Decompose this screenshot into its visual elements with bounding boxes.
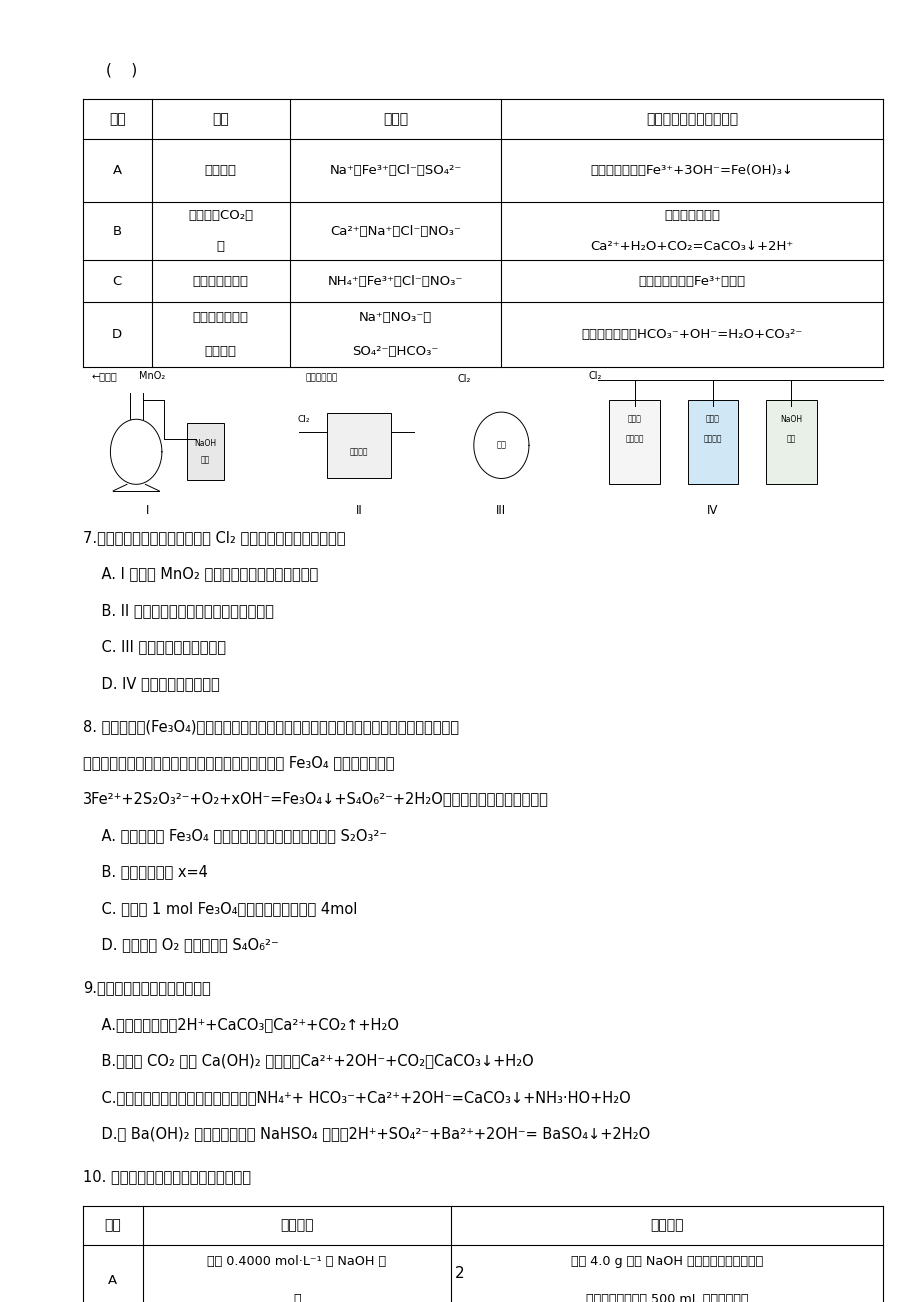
Text: D: D <box>112 328 122 341</box>
Text: 配制 0.4000 mol·L⁻¹ 的 NaOH 溶: 配制 0.4000 mol·L⁻¹ 的 NaOH 溶 <box>207 1255 386 1268</box>
Text: 7.某同学用以上装置制备并检验 Cl₂ 的性质。下列说法正确的是: 7.某同学用以上装置制备并检验 Cl₂ 的性质。下列说法正确的是 <box>83 530 345 546</box>
Text: 湿润的: 湿润的 <box>705 415 720 423</box>
Bar <box>187 423 223 480</box>
Text: ←液盐酸: ←液盐酸 <box>92 371 118 381</box>
Text: SO₄²⁻、HCO₃⁻: SO₄²⁻、HCO₃⁻ <box>352 345 438 358</box>
Bar <box>608 400 660 484</box>
Text: 新制氯水: 新制氯水 <box>349 448 368 456</box>
Text: Cl₂: Cl₂ <box>458 374 471 384</box>
Text: 澄清透明的溶液: 澄清透明的溶液 <box>193 275 248 288</box>
Text: 2: 2 <box>455 1266 464 1281</box>
Text: 有色布条: 有色布条 <box>625 435 643 443</box>
Text: 不能大量共存，HCO₃⁻+OH⁻=H₂O+CO₃²⁻: 不能大量共存，HCO₃⁻+OH⁻=H₂O+CO₃²⁻ <box>581 328 802 341</box>
Bar <box>326 413 391 478</box>
Text: (    ): ( ) <box>106 62 137 78</box>
Text: 选项: 选项 <box>108 112 126 126</box>
Text: Cl₂: Cl₂ <box>297 415 310 423</box>
Text: Cl₂: Cl₂ <box>588 371 602 381</box>
Text: 溶液: 溶液 <box>786 435 795 443</box>
Text: C. 每生成 1 mol Fe₃O₄，反应转移的电子为 4mol: C. 每生成 1 mol Fe₃O₄，反应转移的电子为 4mol <box>83 901 357 917</box>
Text: C: C <box>112 275 122 288</box>
Text: 不能大量共存，: 不能大量共存， <box>664 210 720 223</box>
Text: A: A <box>108 1275 117 1286</box>
Text: A: A <box>113 164 121 177</box>
Text: NaOH: NaOH <box>779 415 801 423</box>
Text: 使酚酞显较深红: 使酚酞显较深红 <box>193 311 248 324</box>
Text: C.碳酸氢铵溶液中加足量澄清石灰水：NH₄⁺+ HCO₃⁻+Ca²⁺+2OH⁻=CaCO₃↓+NH₃·HO+H₂O: C.碳酸氢铵溶液中加足量澄清石灰水：NH₄⁺+ HCO₃⁻+Ca²⁺+2OH⁻=… <box>83 1090 630 1105</box>
Text: NH₄⁺、Fe³⁺、Cl⁻、NO₃⁻: NH₄⁺、Fe³⁺、Cl⁻、NO₃⁻ <box>327 275 463 288</box>
Text: B. II 图：证明新制氯水具有酸性和漂白性: B. II 图：证明新制氯水具有酸性和漂白性 <box>83 603 273 618</box>
Text: 滴加氨水: 滴加氨水 <box>205 164 236 177</box>
Text: B: B <box>113 225 121 237</box>
Text: 体: 体 <box>217 240 224 253</box>
Text: Ca²⁺、Na⁺、Cl⁻、NO₃⁻: Ca²⁺、Na⁺、Cl⁻、NO₃⁻ <box>330 225 460 237</box>
Text: D. IV 图：有色布条均褪色: D. IV 图：有色布条均褪色 <box>83 676 220 691</box>
Text: 色的溶液: 色的溶液 <box>205 345 236 358</box>
Text: 编号: 编号 <box>104 1219 121 1232</box>
Text: 不能大量共存，Fe³⁺+3OH⁻=Fe(OH)₃↓: 不能大量共存，Fe³⁺+3OH⁻=Fe(OH)₃↓ <box>590 164 793 177</box>
Bar <box>687 400 738 484</box>
Text: Ca²⁺+H₂O+CO₂=CaCO₃↓+2H⁺: Ca²⁺+H₂O+CO₂=CaCO₃↓+2H⁺ <box>590 240 793 253</box>
Bar <box>766 400 816 484</box>
Text: 馏水溶解，转移至 500 mL 容量瓶中定容: 馏水溶解，转移至 500 mL 容量瓶中定容 <box>585 1293 747 1302</box>
Text: 判断及反应的离子方程式: 判断及反应的离子方程式 <box>645 112 738 126</box>
Text: A. 水热法制备 Fe₃O₄ 纳米颗粒的反应中，还原剂就是 S₂O₃²⁻: A. 水热法制备 Fe₃O₄ 纳米颗粒的反应中，还原剂就是 S₂O₃²⁻ <box>83 828 387 844</box>
Text: 条件: 条件 <box>212 112 229 126</box>
Text: 通入少量CO₂气: 通入少量CO₂气 <box>188 210 253 223</box>
Text: II: II <box>355 504 362 517</box>
Text: 液: 液 <box>292 1293 301 1302</box>
Text: B. 离子方程式中 x=4: B. 离子方程式中 x=4 <box>83 865 208 880</box>
Text: 3Fe²⁺+2S₂O₃²⁻+O₂+xOH⁻=Fe₃O₄↓+S₄O₆²⁻+2H₂O。下列问题叙述不正确的是: 3Fe²⁺+2S₂O₃²⁻+O₂+xOH⁻=Fe₃O₄↓+S₄O₆²⁻+2H₂O… <box>83 792 548 807</box>
Text: C. III 图：产生了棕黄色的雾: C. III 图：产生了棕黄色的雾 <box>83 639 225 655</box>
Text: 实验目的: 实验目的 <box>279 1219 313 1232</box>
Text: 8. 四氧化三铁(Fe₃O₄)磁性纳米颗粒稳定、容易生产且用途广泛，是临床诊断、生物技术和: 8. 四氧化三铁(Fe₃O₄)磁性纳米颗粒稳定、容易生产且用途广泛，是临床诊断、… <box>83 719 459 734</box>
Text: III: III <box>495 504 506 517</box>
Text: D. 该条件下 O₂ 氧化性强于 S₄O₆²⁻: D. 该条件下 O₂ 氧化性强于 S₄O₆²⁻ <box>83 937 278 953</box>
Text: B.过量的 CO₂ 通入 Ca(OH)₂ 溶液中：Ca²⁺+2OH⁻+CO₂＝CaCO₃↓+H₂O: B.过量的 CO₂ 通入 Ca(OH)₂ 溶液中：Ca²⁺+2OH⁻+CO₂＝C… <box>83 1053 533 1069</box>
Text: 实验过程: 实验过程 <box>650 1219 683 1232</box>
Text: I: I <box>145 504 149 517</box>
Text: Na⁺、NO₃⁻、: Na⁺、NO₃⁻、 <box>358 311 432 324</box>
Text: 9.下列离子方程式书写正确的是: 9.下列离子方程式书写正确的是 <box>83 980 210 996</box>
Text: 紫色石蕊溶液: 紫色石蕊溶液 <box>305 374 338 383</box>
Text: MnO₂: MnO₂ <box>139 371 165 381</box>
Text: 铜丝: 铜丝 <box>496 441 505 449</box>
Text: 溶液: 溶液 <box>200 456 210 464</box>
Text: IV: IV <box>707 504 718 517</box>
Text: A.酸醋除去水垢：2H⁺+CaCO₃＝Ca²⁺+CO₂↑+H₂O: A.酸醋除去水垢：2H⁺+CaCO₃＝Ca²⁺+CO₂↑+H₂O <box>83 1017 398 1032</box>
Text: D.向 Ba(OH)₂ 溶液中加入少量 NaHSO₄ 溶液：2H⁺+SO₄²⁻+Ba²⁺+2OH⁻= BaSO₄↓+2H₂O: D.向 Ba(OH)₂ 溶液中加入少量 NaHSO₄ 溶液：2H⁺+SO₄²⁻+… <box>83 1126 650 1142</box>
Text: 环境化学领域多种潜在应用的有力工具。水热法制备 Fe₃O₄ 纳米颗粒的反应: 环境化学领域多种潜在应用的有力工具。水热法制备 Fe₃O₄ 纳米颗粒的反应 <box>83 755 394 771</box>
Text: 干燥的: 干燥的 <box>627 415 641 423</box>
Text: 不能大量共存，Fe³⁺显黄色: 不能大量共存，Fe³⁺显黄色 <box>638 275 745 288</box>
Text: 离子组: 离子组 <box>382 112 408 126</box>
Text: A. I 图：若 MnO₂ 过量，则浓盐酸可全部消耗完: A. I 图：若 MnO₂ 过量，则浓盐酸可全部消耗完 <box>83 566 318 582</box>
Text: Na⁺、Fe³⁺、Cl⁻、SO₄²⁻: Na⁺、Fe³⁺、Cl⁻、SO₄²⁻ <box>329 164 461 177</box>
Text: 有色布条: 有色布条 <box>703 435 721 443</box>
Text: NaOH: NaOH <box>194 440 216 448</box>
Text: 称取 4.0 g 固体 NaOH 于烧杯中，加入少量蒸: 称取 4.0 g 固体 NaOH 于烧杯中，加入少量蒸 <box>571 1255 762 1268</box>
Text: 10. 下列实验过程可以达到实验目的的是: 10. 下列实验过程可以达到实验目的的是 <box>83 1169 251 1185</box>
